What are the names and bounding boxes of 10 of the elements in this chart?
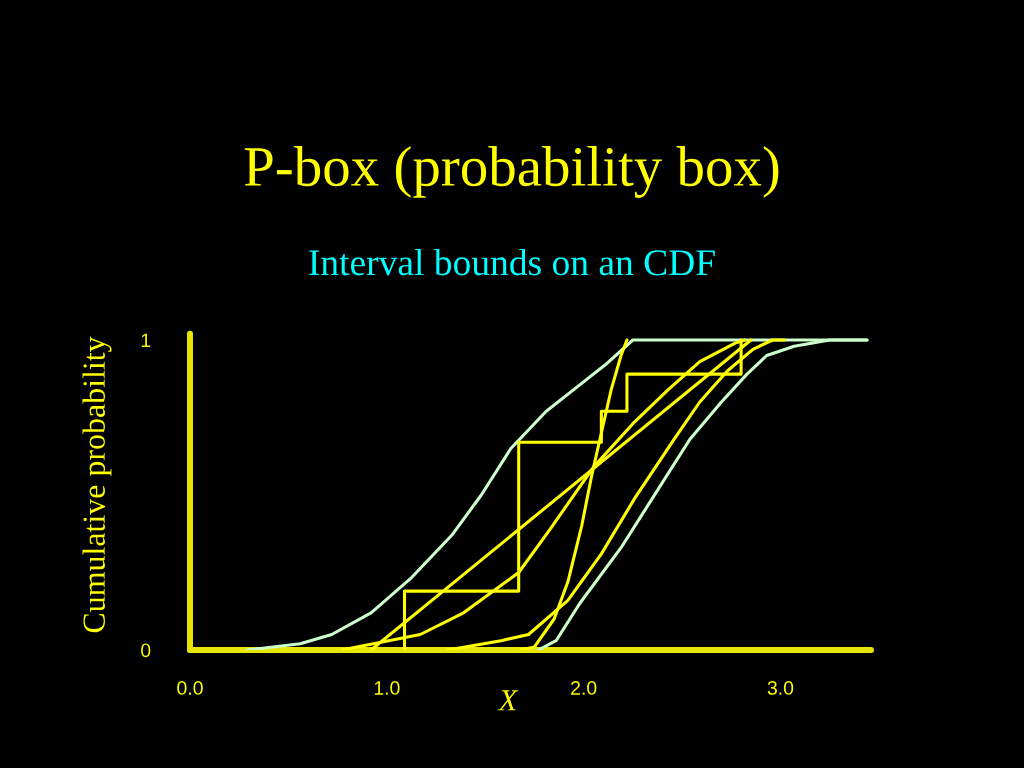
x-tick-label: 0.0 <box>177 681 203 695</box>
x-tick-label: 1.0 <box>374 681 400 695</box>
y-axis-title: Cumulative probability <box>82 336 112 633</box>
y-tick-label: 0 <box>141 643 151 658</box>
chart-title: P-box (probability box) <box>244 146 779 198</box>
x-tick-label: 3.0 <box>767 681 794 695</box>
chart-subtitle: Interval bounds on an CDF <box>309 249 715 276</box>
x-axis-title: X <box>497 690 519 711</box>
y-tick-label: 1 <box>141 333 151 348</box>
x-tick-label: 2.0 <box>571 681 597 695</box>
